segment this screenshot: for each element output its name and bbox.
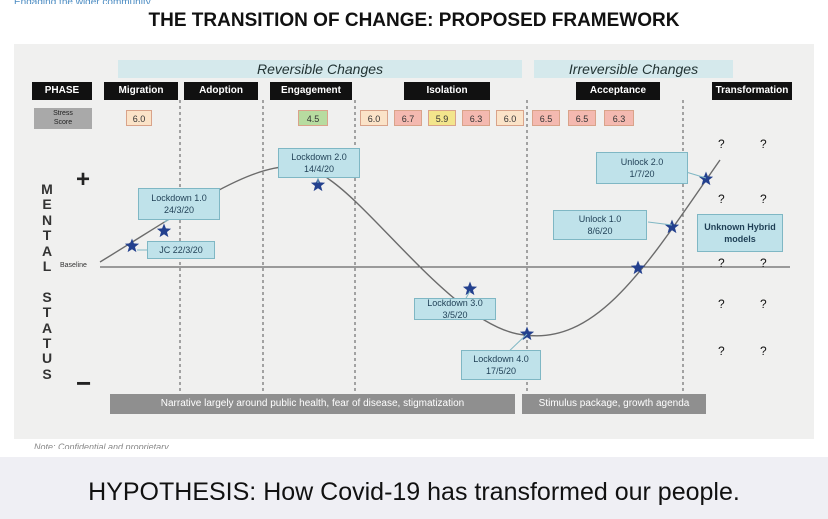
question-mark: ? (760, 137, 767, 151)
connector-unlock1 (648, 222, 672, 225)
callout-lockdown3-date: 3/5/20 (415, 309, 495, 321)
connector-unlock2 (686, 172, 706, 178)
callout-lockdown2-title: Lockdown 2.0 (279, 151, 359, 163)
star-lockdown3 (463, 282, 477, 296)
callout-unlock2-title: Unlock 2.0 (597, 156, 687, 168)
callout-hybrid: Unknown Hybrid models (697, 214, 783, 252)
star-baseline-cross (631, 261, 645, 275)
callout-jc-text: JC 22/3/20 (148, 244, 214, 256)
question-mark: ? (760, 297, 767, 311)
callout-lockdown3: Lockdown 3.0 3/5/20 (414, 298, 496, 320)
callout-hybrid-line2: models (698, 233, 782, 245)
narrative-bar-right: Stimulus package, growth agenda (522, 394, 706, 414)
callout-lockdown4-date: 17/5/20 (462, 365, 540, 377)
callout-lockdown1: Lockdown 1.0 24/3/20 (138, 188, 220, 220)
question-mark: ? (718, 137, 725, 151)
question-mark: ? (718, 192, 725, 206)
callout-unlock2: Unlock 2.0 1/7/20 (596, 152, 688, 184)
callout-unlock2-date: 1/7/20 (597, 168, 687, 180)
callout-lockdown2: Lockdown 2.0 14/4/20 (278, 148, 360, 178)
question-mark: ? (760, 344, 767, 358)
question-mark: ? (760, 192, 767, 206)
callout-unlock1-date: 8/6/20 (554, 225, 646, 237)
callout-lockdown1-date: 24/3/20 (139, 204, 219, 216)
callout-lockdown3-title: Lockdown 3.0 (415, 297, 495, 309)
question-mark: ? (718, 256, 725, 270)
callout-lockdown2-date: 14/4/20 (279, 163, 359, 175)
callout-lockdown1-title: Lockdown 1.0 (139, 192, 219, 204)
callout-unlock1-title: Unlock 1.0 (554, 213, 646, 225)
narrative-bar-left: Narrative largely around public health, … (110, 394, 515, 414)
question-mark: ? (760, 256, 767, 270)
callout-jc: JC 22/3/20 (147, 241, 215, 259)
star-jc (125, 239, 139, 253)
callout-lockdown4: Lockdown 4.0 17/5/20 (461, 350, 541, 380)
question-mark: ? (718, 297, 725, 311)
question-mark: ? (718, 344, 725, 358)
callout-unlock1: Unlock 1.0 8/6/20 (553, 210, 647, 240)
hypothesis-caption: HYPOTHESIS: How Covid-19 has transformed… (0, 478, 828, 507)
confidential-note: Note: Confidential and proprietary (34, 442, 169, 449)
callout-lockdown4-title: Lockdown 4.0 (462, 353, 540, 365)
callout-hybrid-line1: Unknown Hybrid (698, 221, 782, 233)
